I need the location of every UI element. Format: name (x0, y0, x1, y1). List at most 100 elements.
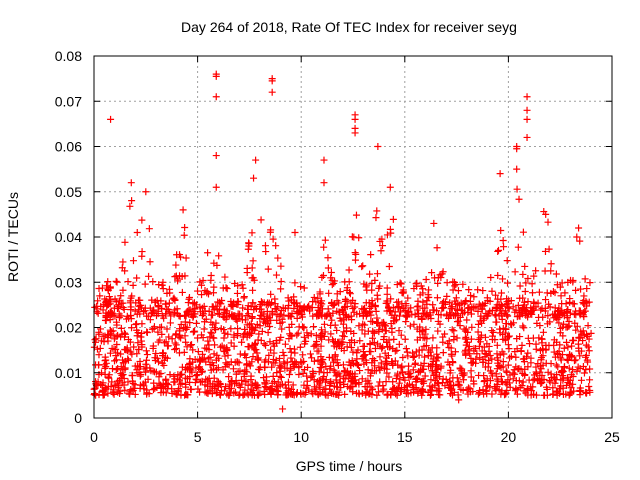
data-point (405, 374, 413, 382)
data-point (360, 351, 368, 359)
data-point (358, 326, 366, 334)
data-point (497, 377, 505, 385)
data-point (165, 333, 173, 341)
data-point (291, 361, 299, 369)
data-point (338, 305, 346, 313)
data-point (149, 278, 157, 286)
data-point (249, 325, 257, 333)
data-point (482, 386, 490, 394)
data-point (550, 341, 558, 349)
data-point (503, 381, 511, 389)
data-point (243, 312, 251, 320)
data-point (243, 269, 251, 277)
data-point (298, 359, 306, 367)
data-point (558, 310, 566, 318)
data-point (121, 364, 129, 372)
data-point (384, 352, 392, 360)
data-point (434, 387, 442, 395)
data-point (185, 310, 193, 318)
data-point (315, 381, 323, 389)
data-point (261, 379, 269, 387)
data-point (556, 341, 564, 349)
data-point (561, 289, 569, 297)
data-point (209, 334, 217, 342)
data-point (529, 289, 537, 297)
data-point (500, 350, 508, 358)
data-point (348, 233, 356, 241)
data-point (544, 312, 552, 320)
data-point (261, 319, 269, 327)
data-point (465, 343, 473, 351)
data-point (143, 312, 151, 320)
data-point (249, 299, 257, 307)
y-tick-label: 0.05 (55, 184, 82, 200)
data-point (152, 368, 160, 376)
data-point (119, 286, 127, 294)
data-point (523, 115, 531, 123)
data-point (320, 179, 328, 187)
data-point (162, 300, 170, 308)
data-point (439, 349, 447, 357)
data-point (418, 386, 426, 394)
chart-title: Day 264 of 2018, Rate Of TEC Index for r… (181, 19, 517, 35)
data-point (457, 299, 465, 307)
data-point (223, 313, 231, 321)
data-point (568, 342, 576, 350)
data-point (313, 311, 321, 319)
data-point (558, 368, 566, 376)
data-point (248, 229, 256, 237)
data-point (448, 326, 456, 334)
data-point (110, 390, 118, 398)
data-point (149, 386, 157, 394)
x-tick-label: 20 (501, 429, 517, 445)
data-point (383, 338, 391, 346)
data-point (365, 347, 373, 355)
data-point (252, 156, 260, 164)
data-point (492, 318, 500, 326)
data-point (572, 286, 580, 294)
data-point (176, 251, 184, 259)
data-point (383, 391, 391, 399)
data-point (213, 351, 221, 359)
data-point (138, 216, 146, 224)
data-point (285, 323, 293, 331)
data-point (318, 326, 326, 334)
data-point (406, 370, 414, 378)
data-point (314, 294, 322, 302)
data-point (236, 367, 244, 375)
data-point (189, 307, 197, 315)
data-point (513, 145, 521, 153)
data-point (432, 357, 440, 365)
data-point (327, 378, 335, 386)
data-point (209, 303, 217, 311)
data-point (538, 339, 546, 347)
data-point (164, 342, 172, 350)
data-point (152, 312, 160, 320)
data-point (446, 384, 454, 392)
data-point (493, 380, 501, 388)
data-point (525, 376, 533, 384)
data-point (270, 349, 278, 357)
data-point (574, 340, 582, 348)
data-point (195, 364, 203, 372)
data-point (417, 282, 425, 290)
data-point (198, 291, 206, 299)
data-point (571, 319, 579, 327)
data-point (388, 358, 396, 366)
data-point (524, 349, 532, 357)
data-point (389, 378, 397, 386)
data-point (480, 377, 488, 385)
data-point (181, 374, 189, 382)
data-point (355, 234, 363, 242)
data-point (486, 297, 494, 305)
data-point (445, 314, 453, 322)
data-point (318, 359, 326, 367)
data-point (201, 388, 209, 396)
data-point (171, 273, 179, 281)
data-point (523, 385, 531, 393)
data-point (366, 304, 374, 312)
data-point (305, 302, 313, 310)
data-point (516, 383, 524, 391)
data-point (301, 340, 309, 348)
data-point (401, 376, 409, 384)
